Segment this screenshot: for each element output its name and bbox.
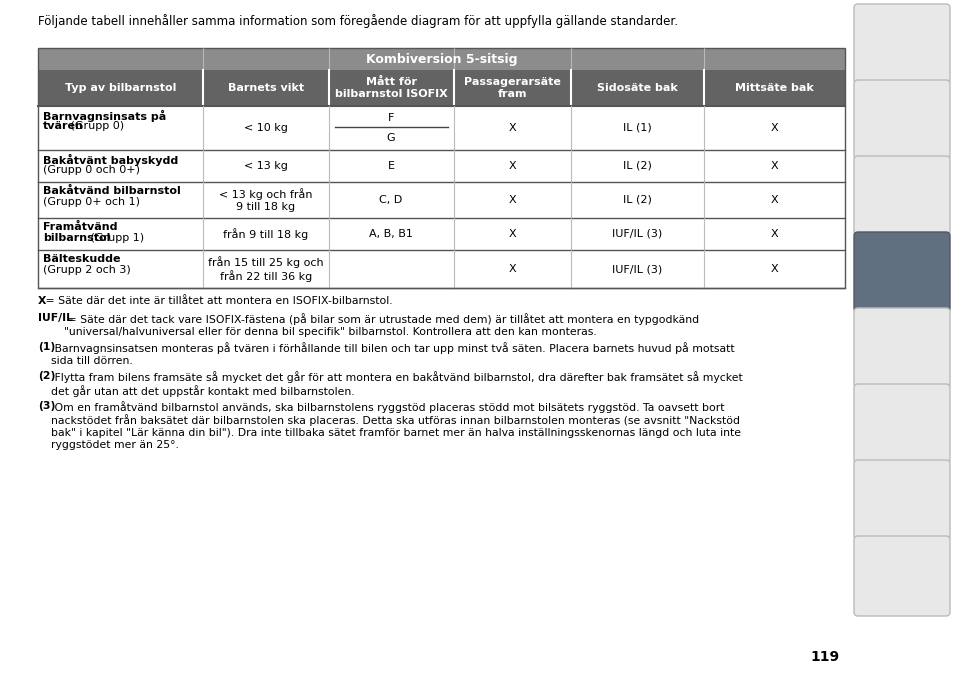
Bar [38,48,845,70]
Text: IL (2): IL (2) [623,195,652,205]
Text: (Grupp 0): (Grupp 0) [67,121,124,131]
Text: (Grupp 0 och 0+): (Grupp 0 och 0+) [43,165,140,175]
Text: X: X [508,123,516,133]
Text: Flytta fram bilens framsäte så mycket det går för att montera en bakåtvänd bilba: Flytta fram bilens framsäte så mycket de… [51,372,742,397]
Text: IL (2): IL (2) [623,161,652,171]
Text: Barnets vikt: Barnets vikt [228,83,304,93]
Bar [38,150,845,182]
Bar [704,70,845,106]
Text: < 10 kg: < 10 kg [244,123,288,133]
Text: Barnvagnsinsatsen monteras på tvären i förhållande till bilen och tar upp minst : Barnvagnsinsatsen monteras på tvären i f… [51,342,734,365]
Text: X: X [771,123,779,133]
Bar [454,70,570,106]
Text: bilbarnstol: bilbarnstol [43,233,110,243]
Text: (Grupp 0+ och 1): (Grupp 0+ och 1) [43,197,140,207]
FancyBboxPatch shape [854,536,950,616]
Bar [38,48,845,288]
Bar [328,70,454,106]
Text: Typ av bilbarnstol: Typ av bilbarnstol [65,83,177,93]
Bar [38,182,845,218]
Text: X: X [771,229,779,239]
Text: E: E [388,161,395,171]
FancyBboxPatch shape [854,156,950,236]
Text: (Grupp 2 och 3): (Grupp 2 och 3) [43,265,131,275]
Text: IUF/IL: IUF/IL [38,313,73,323]
Text: Bakåtvänd bilbarnstol: Bakåtvänd bilbarnstol [43,186,180,196]
Text: från 9 till 18 kg: från 9 till 18 kg [224,228,308,240]
Text: < 13 kg: < 13 kg [244,161,288,171]
Text: Följande tabell innehåller samma information som föregående diagram för att uppf: Följande tabell innehåller samma informa… [38,14,678,28]
Text: Passagerarsäte
fram: Passagerarsäte fram [464,77,561,99]
Text: 119: 119 [811,650,840,664]
Bar [204,70,328,106]
Text: IUF/IL (3): IUF/IL (3) [612,229,662,239]
Text: tvären: tvären [43,121,84,131]
Text: från 15 till 25 kg och
från 22 till 36 kg: från 15 till 25 kg och från 22 till 36 k… [208,256,324,282]
Text: X: X [508,229,516,239]
Text: Mått för
bilbarnstol ISOFIX: Mått för bilbarnstol ISOFIX [335,77,447,99]
Bar [570,70,704,106]
Text: (1): (1) [38,342,56,353]
Text: IUF/IL (3): IUF/IL (3) [612,264,662,274]
Text: (2): (2) [38,372,56,382]
Bar [38,106,845,150]
Bar [38,70,204,106]
Text: (Grupp 1): (Grupp 1) [87,233,144,243]
Text: X: X [771,161,779,171]
Text: G: G [387,133,396,142]
Bar [38,218,845,250]
Text: IL (1): IL (1) [623,123,652,133]
Text: X: X [771,264,779,274]
Text: Mittsäte bak: Mittsäte bak [735,83,814,93]
Text: Sidosäte bak: Sidosäte bak [597,83,678,93]
Text: Barnvagnsinsats på: Barnvagnsinsats på [43,110,166,122]
FancyBboxPatch shape [854,460,950,540]
FancyBboxPatch shape [854,308,950,388]
FancyBboxPatch shape [854,80,950,160]
Text: A, B, B1: A, B, B1 [370,229,413,239]
Text: Bakåtvänt babyskydd: Bakåtvänt babyskydd [43,154,179,166]
Text: = Säte där det tack vare ISOFIX-fästena (på bilar som är utrustade med dem) är t: = Säte där det tack vare ISOFIX-fästena … [63,313,699,336]
Text: X: X [508,161,516,171]
Text: Kombiversion 5-sitsig: Kombiversion 5-sitsig [366,52,517,66]
Text: C, D: C, D [379,195,402,205]
Text: X: X [508,264,516,274]
Text: Bälteskudde: Bälteskudde [43,254,121,264]
Text: X: X [771,195,779,205]
Text: Om en framåtvänd bilbarnstol används, ska bilbarnstolens ryggstöd placeras stödd: Om en framåtvänd bilbarnstol används, sk… [51,401,741,450]
FancyBboxPatch shape [854,232,950,312]
FancyBboxPatch shape [854,4,950,84]
Text: (3): (3) [38,401,56,411]
Text: F: F [388,113,395,123]
Text: = Säte där det inte är tillåtet att montera en ISOFIX-bilbarnstol.: = Säte där det inte är tillåtet att mont… [42,296,393,306]
FancyBboxPatch shape [854,384,950,464]
Bar [38,250,845,288]
Text: X: X [508,195,516,205]
Text: Framåtvänd: Framåtvänd [43,222,117,232]
Text: X: X [38,296,46,306]
Text: < 13 kg och från
9 till 18 kg: < 13 kg och från 9 till 18 kg [219,188,313,212]
